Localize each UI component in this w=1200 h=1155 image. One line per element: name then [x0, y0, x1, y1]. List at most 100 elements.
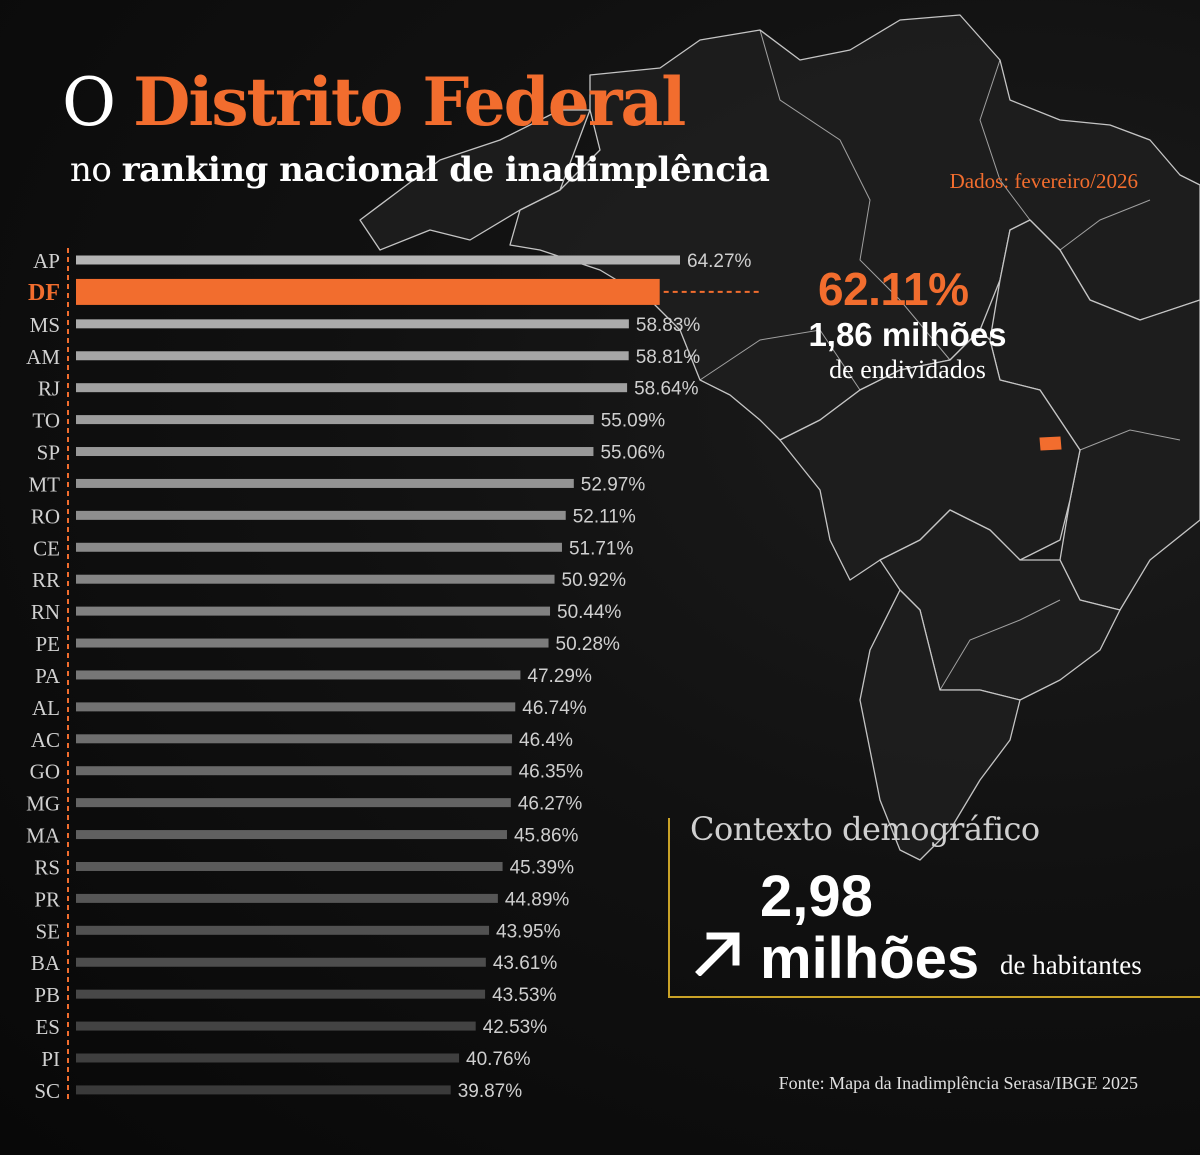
title-prefix: O — [62, 64, 116, 141]
bar-se — [76, 925, 490, 935]
bar-es — [76, 1021, 476, 1031]
bar-sp — [76, 447, 594, 457]
category-label-pe: PE — [35, 632, 60, 656]
category-label-ma: MA — [26, 824, 61, 848]
context-number: 2,98 — [760, 864, 873, 929]
page-subtitle: no ranking nacional de inadimplência — [70, 150, 770, 190]
bar-mg — [76, 798, 511, 808]
value-label-ro: 52.11% — [573, 506, 636, 527]
value-label-mt: 52.97% — [581, 474, 646, 495]
bar-rs — [76, 861, 503, 871]
bar-df — [76, 278, 660, 305]
category-label-rj: RJ — [38, 377, 60, 401]
category-label-pa: PA — [35, 664, 61, 688]
category-label-ro: RO — [31, 504, 60, 528]
category-label-se: SE — [35, 919, 60, 943]
bar-pi — [76, 1053, 460, 1063]
subtitle-prefix: no — [70, 150, 112, 190]
value-label-sp: 55.06% — [600, 443, 665, 464]
value-label-ce: 51.71% — [569, 538, 634, 559]
value-label-to: 55.09% — [601, 411, 666, 432]
value-label-ba: 43.61% — [493, 953, 558, 974]
bar-am — [76, 351, 629, 361]
map-region-south — [859, 589, 1021, 861]
bar-ce — [76, 542, 562, 552]
map-region-west — [359, 109, 591, 251]
value-label-pe: 50.28% — [556, 634, 621, 655]
page-title: O Distrito Federal — [62, 62, 686, 143]
bar-go — [76, 766, 512, 776]
value-label-pr: 44.89% — [505, 889, 570, 910]
category-label-df: DF — [28, 280, 60, 306]
bar-ma — [76, 830, 507, 840]
value-label-go: 46.35% — [519, 762, 584, 783]
date-note: Dados: fevereiro/2026 — [949, 169, 1138, 193]
value-label-se: 43.95% — [496, 921, 561, 942]
category-label-rr: RR — [32, 568, 60, 592]
bar-pe — [76, 638, 549, 648]
value-label-pa: 47.29% — [527, 666, 592, 687]
highlight-connector-line — [820, 240, 821, 241]
value-label-ms: 58.83% — [636, 315, 701, 336]
map-region-center — [779, 329, 1081, 581]
ranking-bar-chart: AP 64.27% DF MS 58.83% AM 58.81% RJ 58.64% TO 55.0… — [26, 248, 760, 1103]
category-label-go: GO — [30, 760, 60, 784]
category-label-rs: RS — [34, 855, 60, 879]
context-unit: milhões — [760, 926, 980, 991]
value-label-mg: 46.27% — [518, 794, 583, 815]
df-map-marker — [1039, 436, 1062, 451]
bar-al — [76, 702, 516, 712]
category-label-mt: MT — [29, 472, 61, 496]
category-label-es: ES — [35, 1015, 60, 1039]
value-label-al: 46.74% — [522, 698, 587, 719]
bar-mt — [76, 478, 574, 488]
context-suffix: de habitantes — [1000, 950, 1142, 980]
highlight-percent: 62.11% — [818, 263, 969, 315]
category-label-ba: BA — [31, 951, 61, 975]
category-label-mg: MG — [26, 792, 60, 816]
category-label-am: AM — [26, 345, 60, 369]
value-label-ap: 64.27% — [687, 251, 752, 272]
category-label-pr: PR — [34, 887, 60, 911]
value-label-rn: 50.44% — [557, 602, 622, 623]
category-label-ap: AP — [33, 249, 60, 273]
subtitle-bold: ranking nacional de inadimplência — [121, 150, 770, 190]
category-label-pi: PI — [41, 1047, 60, 1071]
bar-sc — [76, 1085, 451, 1095]
category-label-sp: SP — [37, 441, 60, 465]
value-label-ma: 45.86% — [514, 826, 579, 847]
category-label-ms: MS — [30, 313, 60, 337]
value-label-sc: 39.87% — [458, 1081, 523, 1102]
value-label-es: 42.53% — [483, 1017, 548, 1038]
value-label-rj: 58.64% — [634, 379, 699, 400]
value-label-pi: 40.76% — [466, 1049, 531, 1070]
bar-pr — [76, 893, 498, 903]
context-title: Contexto demográfico — [690, 810, 1040, 848]
source-note: Fonte: Mapa da Inadimplência Serasa/IBGE… — [778, 1073, 1138, 1093]
bar-rn — [76, 606, 551, 616]
bar-pb — [76, 989, 486, 999]
title-highlight: Distrito Federal — [133, 63, 686, 141]
category-label-al: AL — [32, 696, 60, 720]
highlight-debtors-label: de endividados — [829, 355, 986, 384]
category-label-ce: CE — [33, 536, 60, 560]
bar-ap — [76, 255, 680, 265]
value-label-pb: 43.53% — [492, 985, 557, 1006]
value-label-ac: 46.4% — [519, 730, 573, 751]
value-label-rr: 50.92% — [562, 570, 627, 591]
category-label-rn: RN — [31, 600, 60, 624]
highlight-debtors-count: 1,86 milhões — [808, 316, 1007, 353]
context-box — [668, 818, 1200, 998]
bar-ac — [76, 734, 513, 744]
bar-ro — [76, 510, 566, 520]
category-label-to: TO — [32, 409, 60, 433]
category-label-pb: PB — [34, 983, 60, 1007]
value-label-am: 58.81% — [636, 347, 701, 368]
category-label-sc: SC — [34, 1079, 60, 1103]
value-label-rs: 45.39% — [510, 857, 575, 878]
arrow-up-right-icon — [695, 932, 740, 976]
bar-rr — [76, 574, 555, 584]
bar-rj — [76, 383, 628, 393]
